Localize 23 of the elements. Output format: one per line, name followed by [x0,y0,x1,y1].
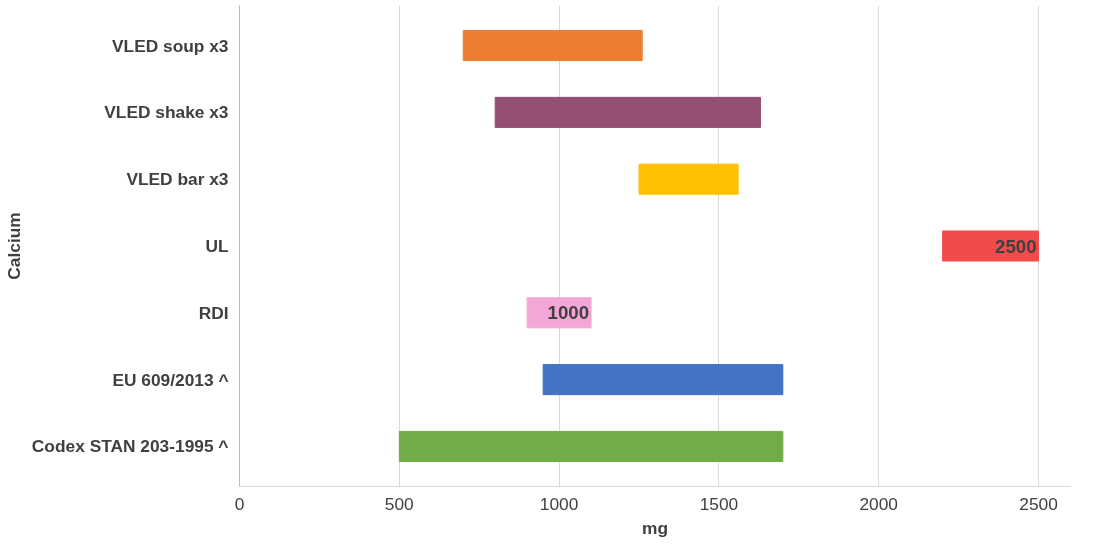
y-tick-label: VLED shake x3 [104,102,229,123]
y-tick-label: VLED soup x3 [111,35,229,56]
y-tick-label: Codex STAN 203-1995 ^ [31,436,229,457]
y-tick-label: EU 609/2013 ^ [112,369,229,390]
x-tick-label: 500 [384,493,414,514]
x-tick-label: 1000 [539,493,579,514]
x-tick-label: 2000 [859,493,899,514]
y-axis-title: Calcium [3,212,24,280]
bar [942,230,1040,262]
x-tick-label: 0 [234,493,245,514]
y-tick-label: VLED bar x3 [126,169,229,190]
annotation: 2500 [995,235,1037,257]
y-tick-label: RDI [198,302,229,323]
bar [494,96,761,128]
x-tick-label: 1500 [699,493,739,514]
x-tick-label: 2500 [1019,493,1058,514]
bar [462,30,643,62]
bar [398,430,784,462]
y-tick-label: UL [205,236,229,256]
bar [638,163,739,195]
annotation: 1000 [547,302,590,324]
x-axis-title: mg [642,517,668,538]
bar [542,364,784,396]
